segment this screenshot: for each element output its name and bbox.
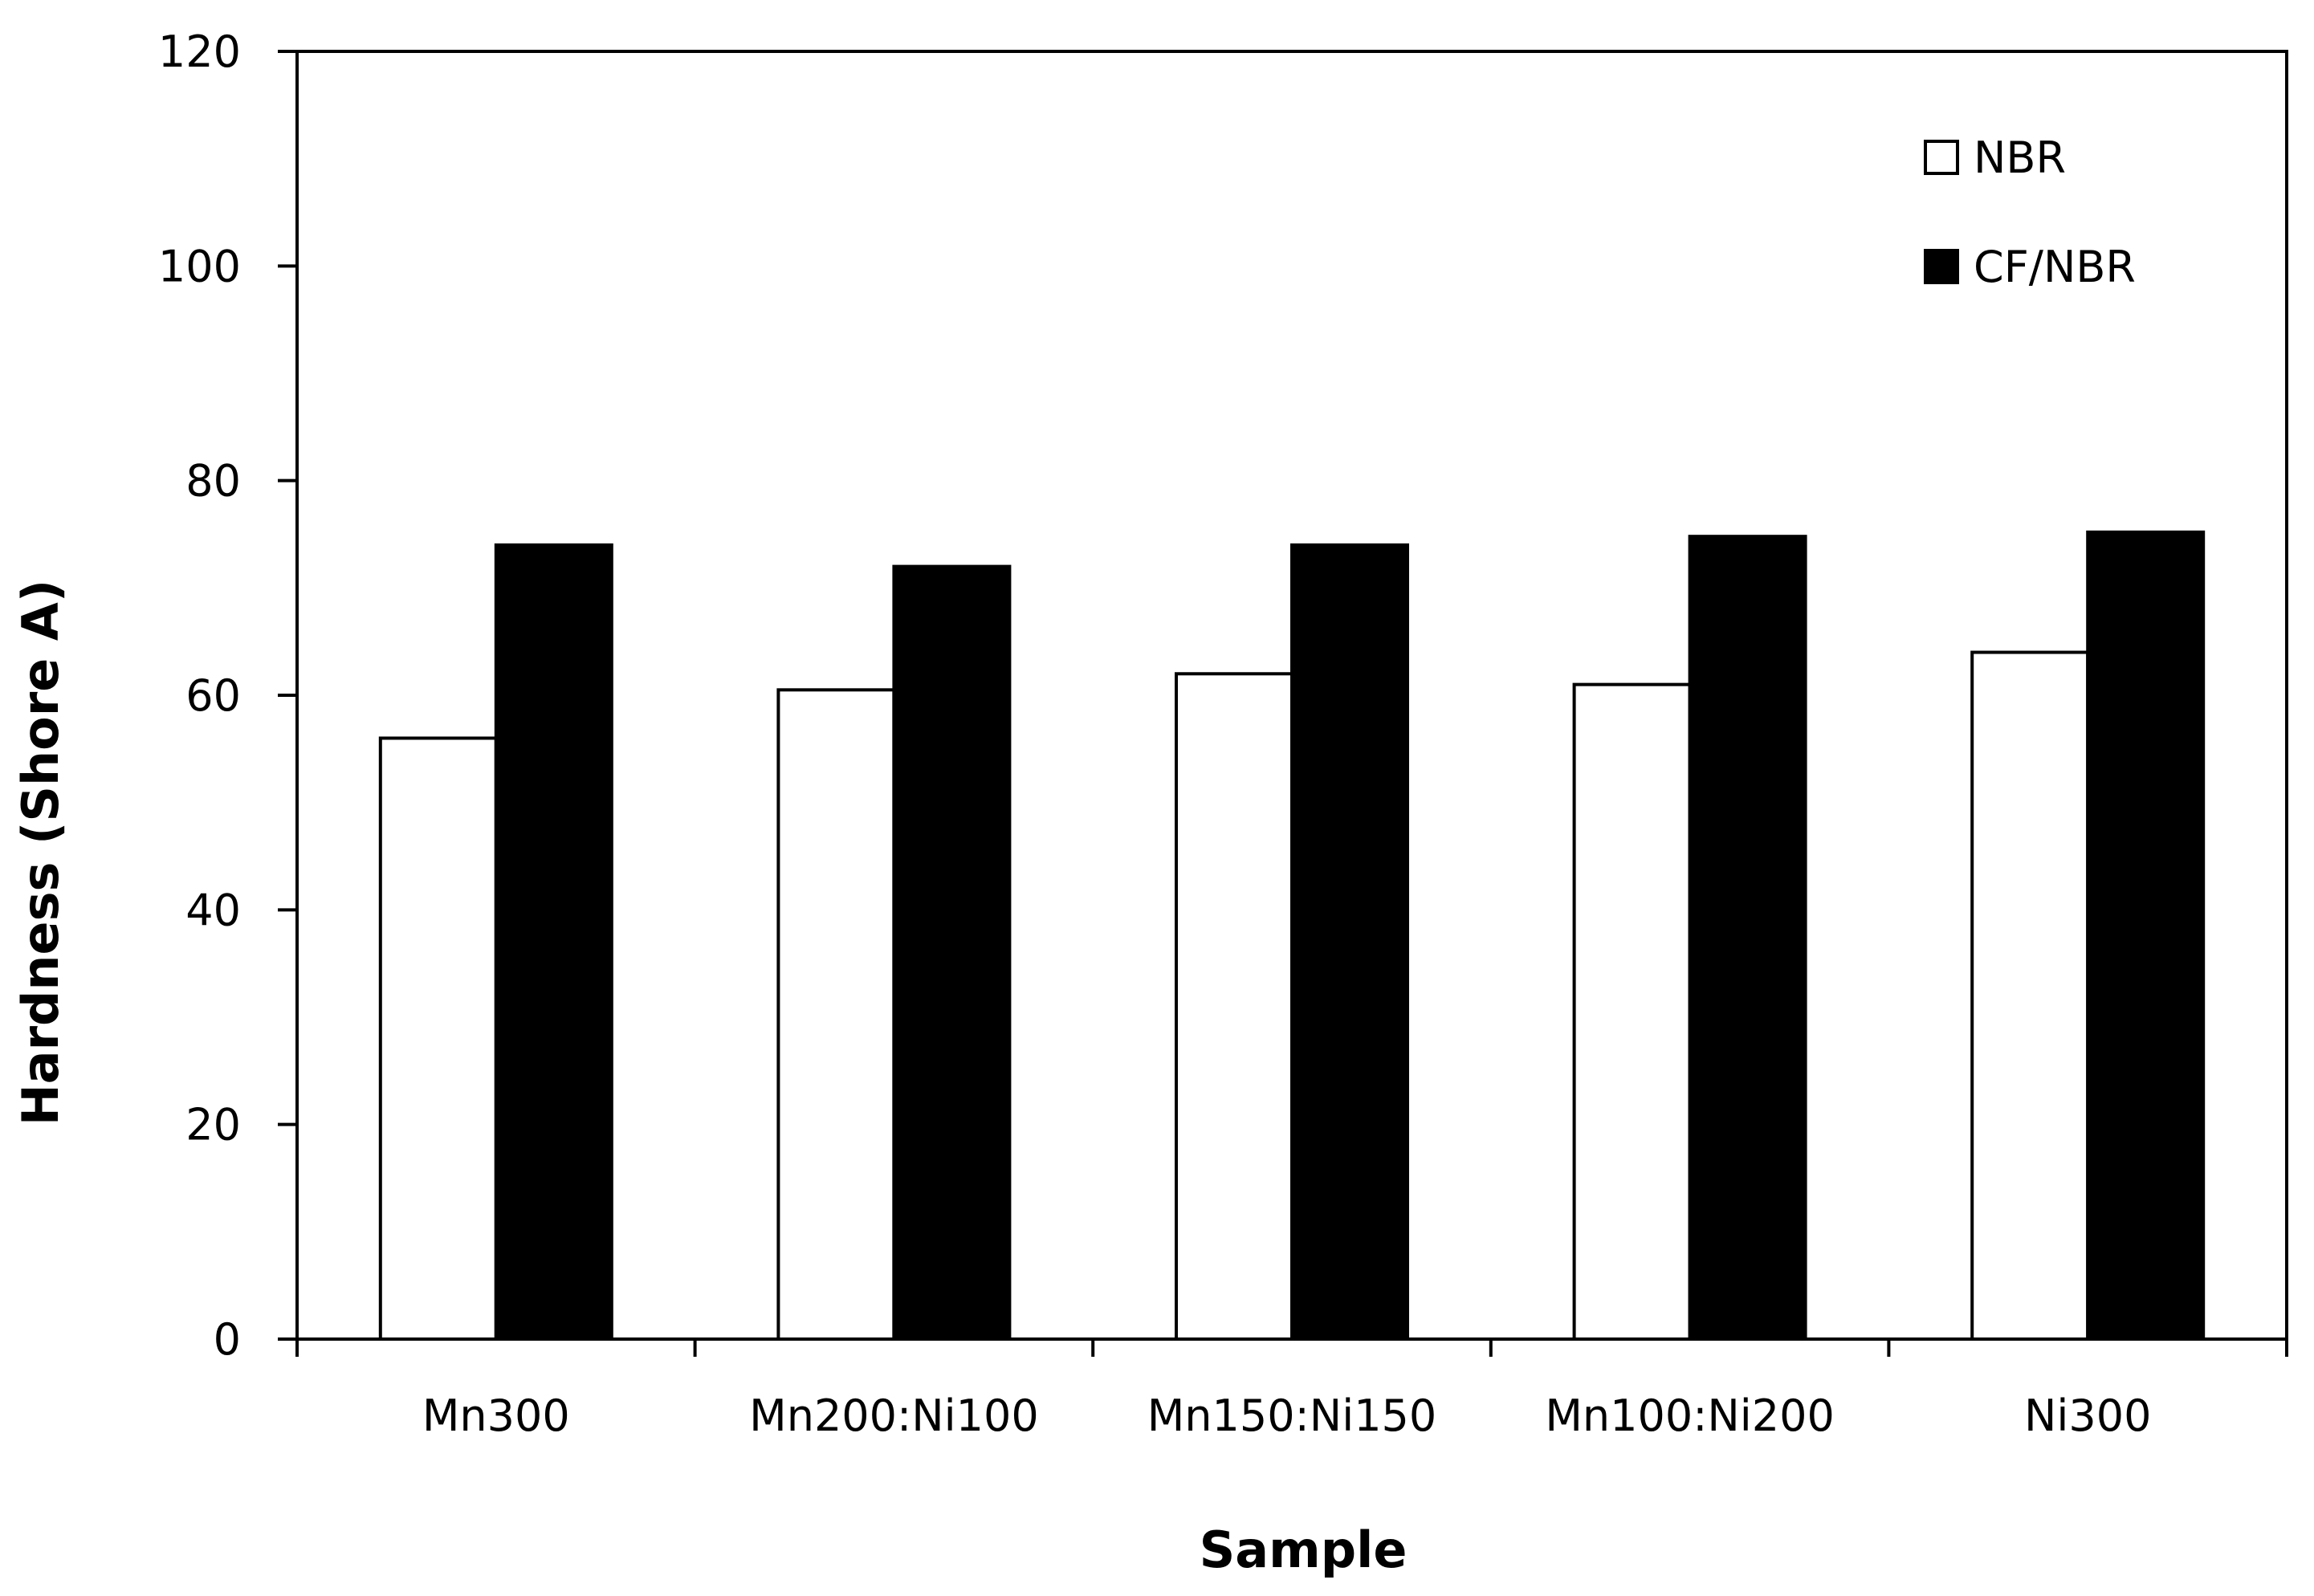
y-tick-label: 60 — [185, 670, 241, 721]
x-tick-label: Mn200:Ni100 — [749, 1390, 1039, 1441]
y-tick-label: 100 — [158, 241, 241, 291]
x-tick-label: Ni300 — [2024, 1390, 2151, 1441]
legend-label-cf-nbr: CF/NBR — [1974, 242, 2136, 292]
x-tick-label: Mn100:Ni200 — [1545, 1390, 1835, 1441]
ticks-layer: 0 20 40 60 80 100 120 Mn300 Mn200:Ni100 Mn150:Ni1… — [158, 26, 2288, 1441]
y-tick-label: 0 — [214, 1314, 241, 1365]
bar-nbr-1 — [378, 736, 498, 1341]
bar-cf-nbr-3 — [1290, 543, 1409, 1341]
bar-cf-nbr-4 — [1688, 535, 1807, 1341]
bars-layer — [378, 530, 2206, 1341]
x-axis-title: Sample — [1200, 1521, 1408, 1579]
y-tick-label: 80 — [185, 456, 241, 507]
legend-label-nbr: NBR — [1974, 132, 2066, 183]
bar-nbr-3 — [1175, 672, 1293, 1341]
legend-swatch-cf-nbr — [1924, 249, 1959, 284]
bar-nbr-4 — [1572, 682, 1692, 1341]
bar-nbr-5 — [1970, 650, 2090, 1341]
bar-cf-nbr-5 — [2086, 530, 2206, 1341]
y-tick-label: 20 — [185, 1100, 241, 1150]
y-tick-label: 120 — [158, 26, 241, 77]
bar-nbr-2 — [776, 688, 896, 1341]
legend-swatch-nbr — [1924, 140, 1959, 175]
y-axis-title: Hardness (Shore A) — [11, 580, 70, 1126]
bar-cf-nbr-1 — [494, 543, 613, 1341]
bar-cf-nbr-2 — [892, 564, 1012, 1341]
legend: NBR CF/NBR — [1924, 132, 2136, 292]
y-tick-label: 40 — [185, 885, 241, 935]
x-tick-label: Mn150:Ni150 — [1147, 1390, 1437, 1441]
x-tick-label: Mn300 — [422, 1390, 570, 1441]
